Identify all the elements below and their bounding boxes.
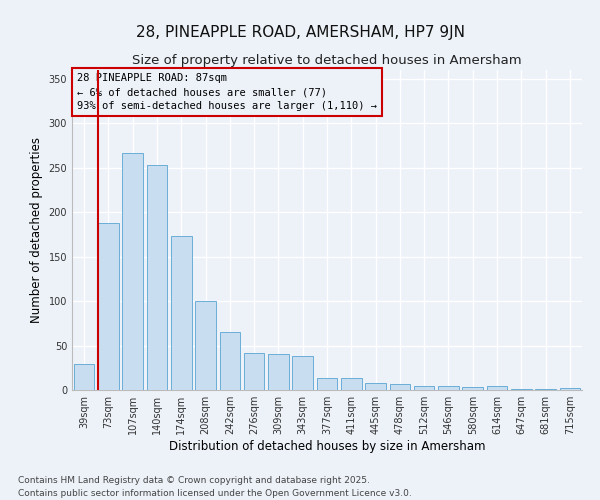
Text: Contains HM Land Registry data © Crown copyright and database right 2025.
Contai: Contains HM Land Registry data © Crown c… xyxy=(18,476,412,498)
Bar xyxy=(146,165,167,390)
Bar xyxy=(268,354,289,390)
Text: 28, PINEAPPLE ROAD, AMERSHAM, HP7 9JN: 28, PINEAPPLE ROAD, AMERSHAM, HP7 9JN xyxy=(136,25,464,40)
Y-axis label: Number of detached properties: Number of detached properties xyxy=(30,137,43,323)
Bar xyxy=(535,389,556,390)
Bar xyxy=(341,378,362,390)
Text: 28 PINEAPPLE ROAD: 87sqm
← 6% of detached houses are smaller (77)
93% of semi-de: 28 PINEAPPLE ROAD: 87sqm ← 6% of detache… xyxy=(77,73,377,111)
Bar xyxy=(74,364,94,390)
X-axis label: Distribution of detached houses by size in Amersham: Distribution of detached houses by size … xyxy=(169,440,485,453)
Bar xyxy=(463,388,483,390)
Bar xyxy=(438,386,459,390)
Bar xyxy=(511,389,532,390)
Bar xyxy=(414,386,434,390)
Bar xyxy=(122,152,143,390)
Bar xyxy=(220,332,240,390)
Bar xyxy=(389,384,410,390)
Bar xyxy=(292,356,313,390)
Bar xyxy=(317,378,337,390)
Bar xyxy=(560,388,580,390)
Bar xyxy=(195,301,216,390)
Bar xyxy=(171,236,191,390)
Bar xyxy=(365,383,386,390)
Bar xyxy=(487,386,508,390)
Bar xyxy=(244,352,265,390)
Title: Size of property relative to detached houses in Amersham: Size of property relative to detached ho… xyxy=(132,54,522,68)
Bar xyxy=(98,223,119,390)
